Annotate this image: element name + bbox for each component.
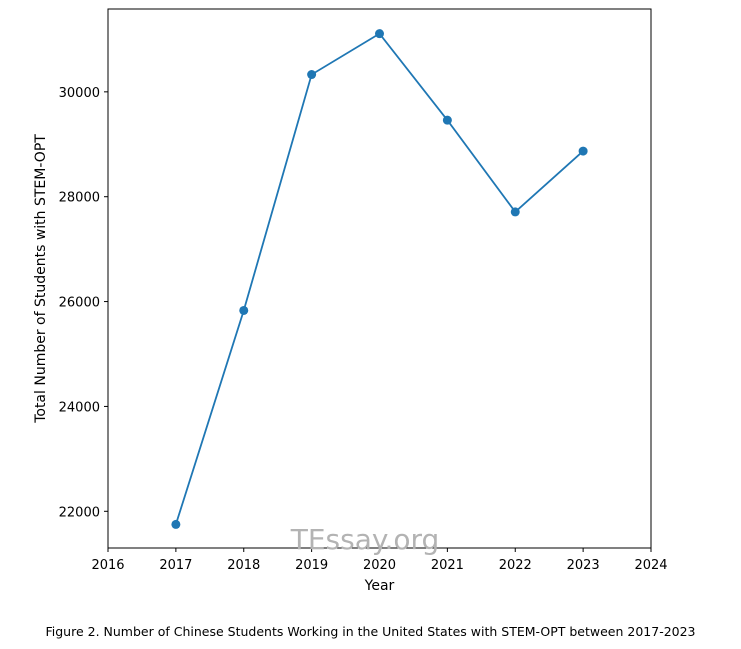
- data-point: [375, 29, 384, 39]
- y-tick-label: 24000: [59, 400, 100, 415]
- y-tick-label: 22000: [59, 505, 100, 520]
- data-point: [171, 519, 181, 529]
- x-axis-title: Year: [364, 578, 395, 594]
- data-point: [578, 146, 588, 156]
- x-tick-label: 2021: [431, 558, 464, 573]
- y-axis-title: Total Number of Students with STEM-OPT: [33, 134, 49, 424]
- x-tick-label: 2018: [227, 558, 260, 573]
- x-tick-label: 2020: [363, 558, 396, 573]
- series-line: [175, 32, 584, 525]
- x-tick-label: 2016: [91, 558, 124, 573]
- x-tick-label: 2022: [499, 558, 532, 573]
- x-tick-label: 2017: [159, 558, 192, 573]
- y-tick-label: 26000: [59, 296, 100, 311]
- x-tick-label: 2024: [634, 558, 667, 573]
- plot-frame: [107, 8, 652, 549]
- line-chart: 2016 2017 2018 2019 2020 2021 2022 2023 2024 220…: [33, 8, 668, 594]
- data-point: [239, 305, 249, 315]
- data-point: [307, 70, 317, 80]
- x-tick-label: 2023: [567, 558, 600, 573]
- y-tick-label: 30000: [59, 86, 100, 101]
- y-axis: 22000 24000 26000 28000 30000: [59, 86, 108, 520]
- figure-caption: Figure 2. Number of Chinese Students Wor…: [45, 624, 696, 639]
- y-tick-label: 28000: [59, 191, 100, 206]
- x-axis: 2016 2017 2018 2019 2020 2021 2022 2023 2024: [91, 548, 668, 573]
- plot-area: [171, 29, 588, 529]
- data-point: [510, 207, 520, 217]
- x-tick-label: 2019: [295, 558, 328, 573]
- data-point: [442, 115, 452, 125]
- watermark: TEssay.org: [290, 523, 440, 556]
